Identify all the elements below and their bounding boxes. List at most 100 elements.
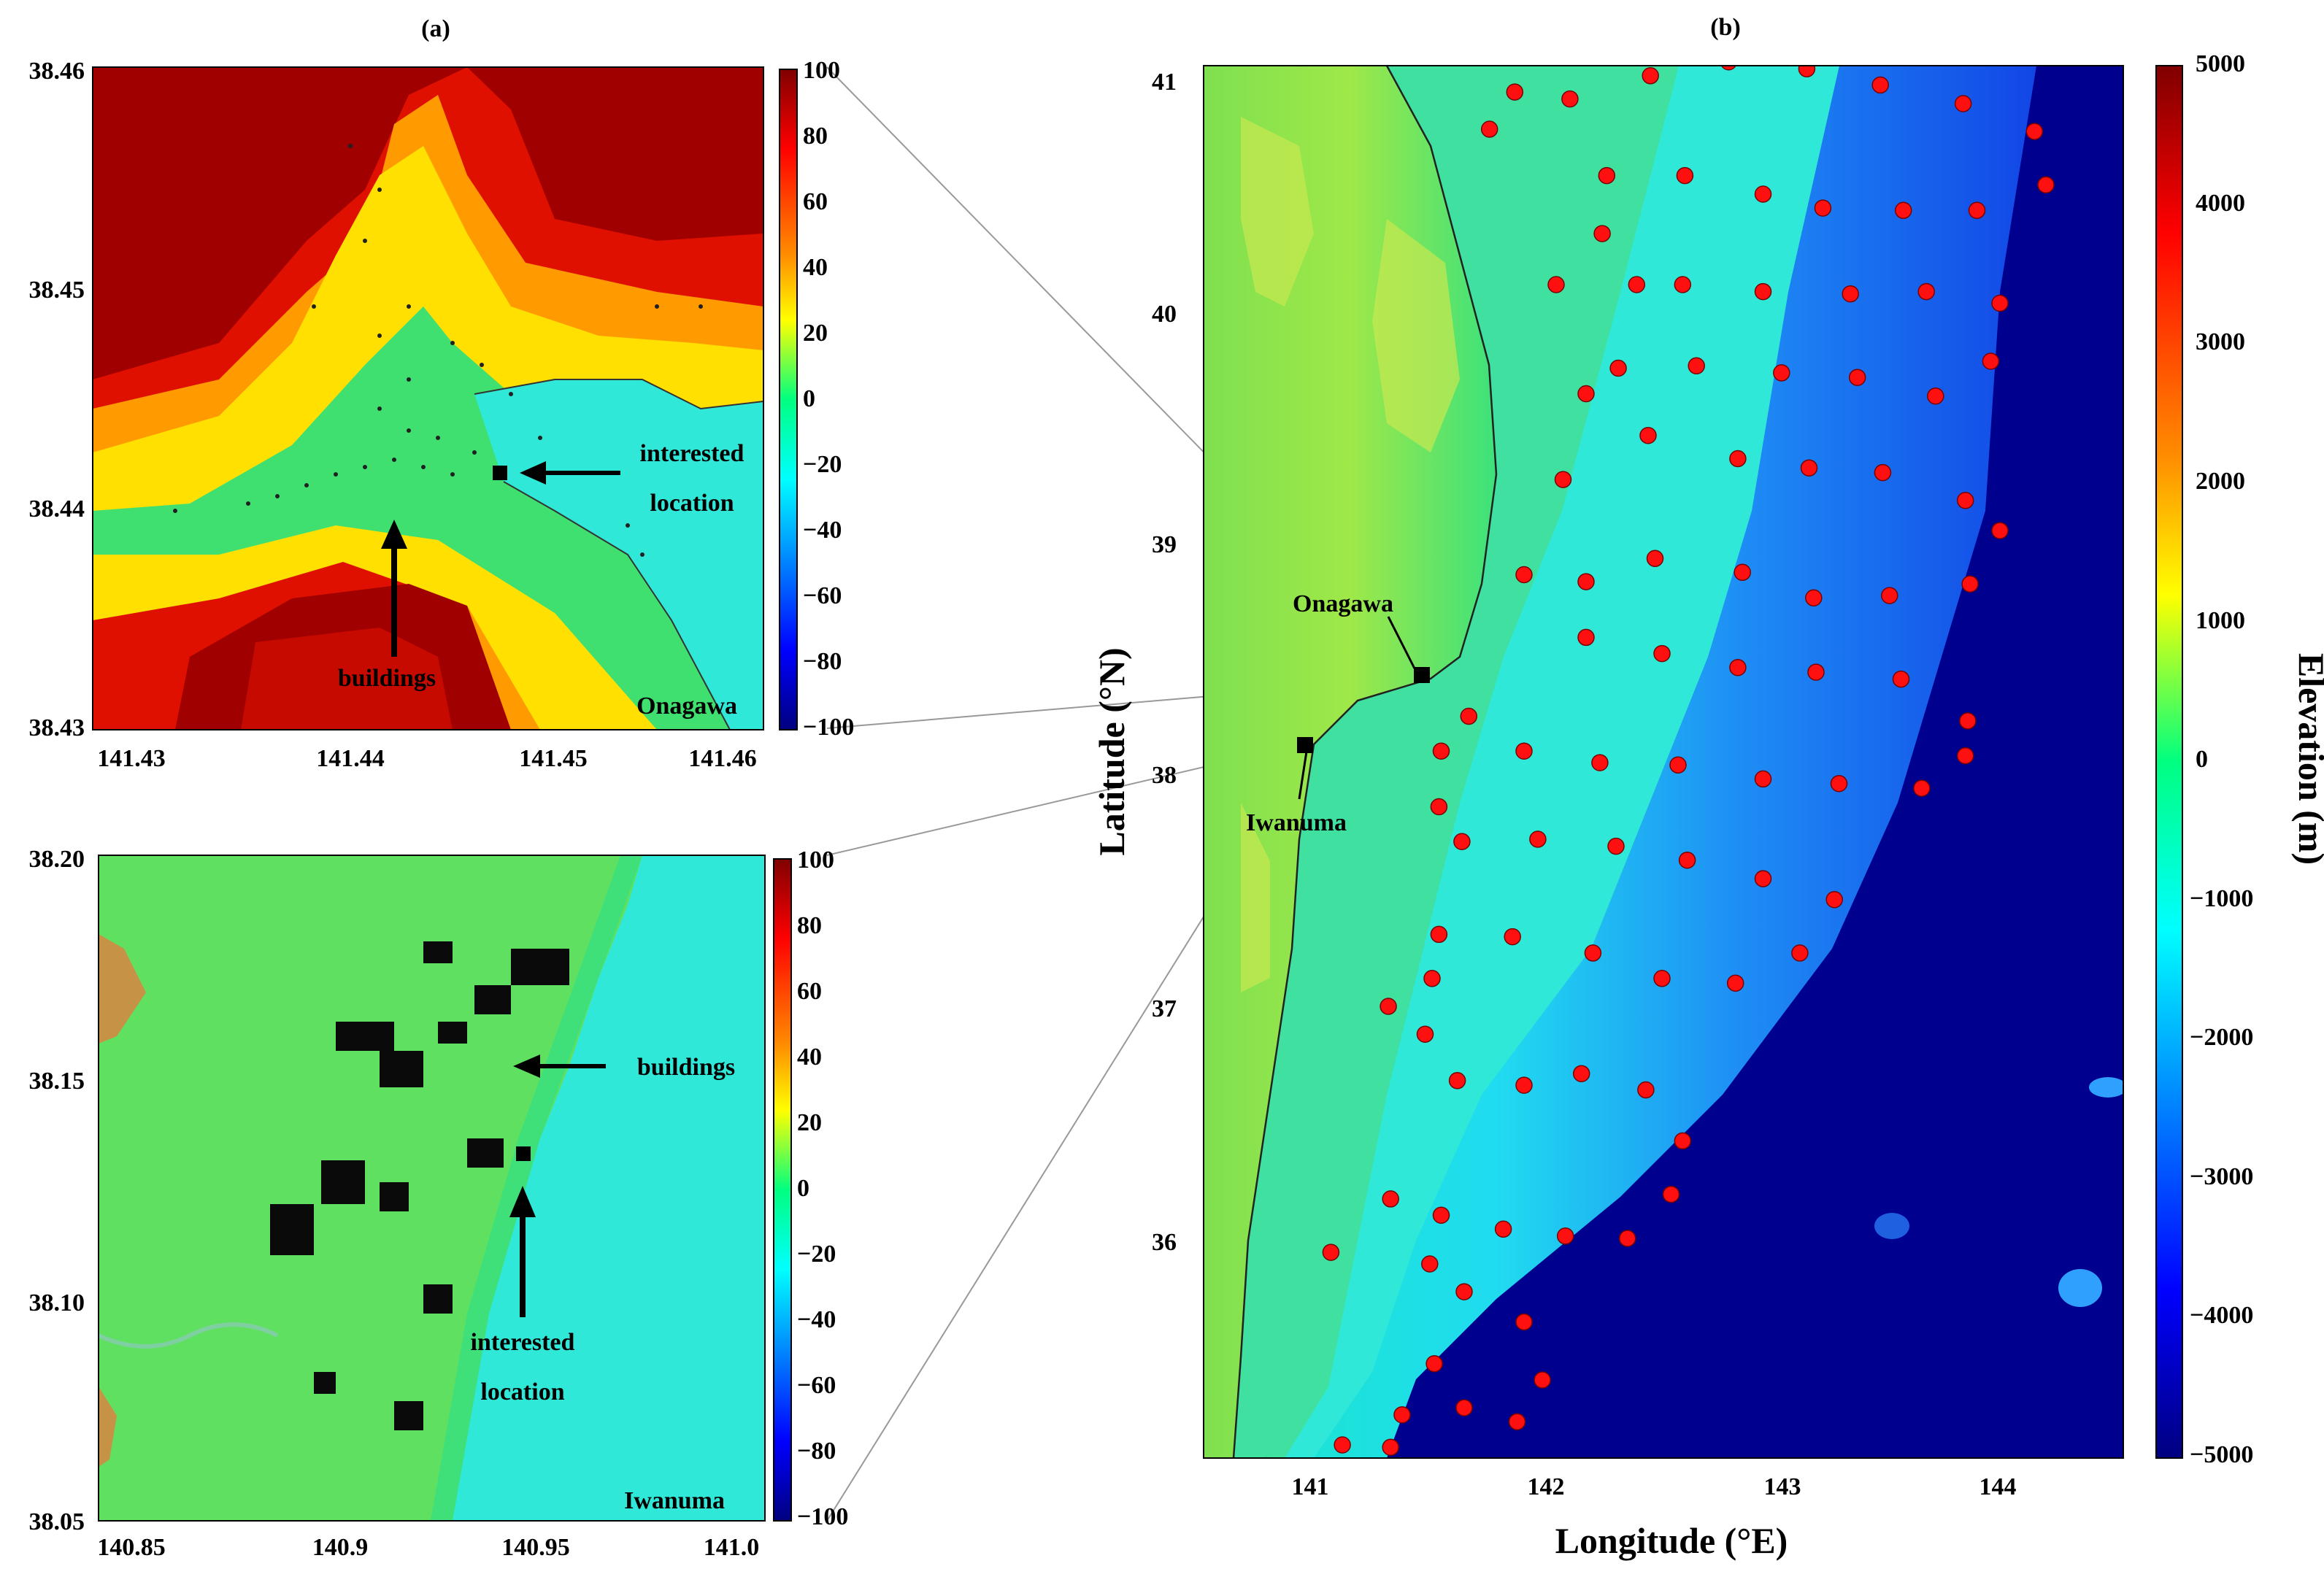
gauge-point <box>1674 276 1692 293</box>
gauge-point <box>1991 294 2009 312</box>
iwanuma-interested-location-marker <box>516 1146 531 1161</box>
onagawa-y-tick: 38.43 <box>29 714 85 741</box>
iwanuma-cbar-tick: −80 <box>797 1438 836 1465</box>
iwanuma-cbar-tick: 80 <box>797 912 822 939</box>
gauge-point <box>1662 1185 1680 1203</box>
lon-tick: 141 <box>1292 1473 1329 1500</box>
iwanuma-location-label-1: interested <box>471 1329 575 1356</box>
iwanuma-building-clusters <box>270 941 569 1430</box>
gauge-point <box>1504 928 1521 946</box>
gauge-point <box>1322 1244 1340 1261</box>
gauge-point <box>1954 95 1972 112</box>
gauge-point <box>1534 1371 1551 1389</box>
gauge-point <box>1881 587 1898 604</box>
onagawa-frame <box>92 66 764 730</box>
gauge-point <box>1334 1436 1351 1454</box>
gauge-point <box>1556 1227 1574 1245</box>
iwanuma-map <box>99 855 765 1521</box>
gauge-points <box>1263 66 2055 1458</box>
gauge-point <box>1982 352 2000 370</box>
onagawa-interested-location-marker <box>493 466 507 480</box>
gauge-point <box>1554 471 1572 488</box>
iwanuma-land <box>99 855 642 1521</box>
gauge-point <box>1393 1406 1411 1424</box>
iwanuma-cbar-tick: 60 <box>797 978 822 1005</box>
iwanuma-x-tick-labels: 140.85 140.9 140.95 141.0 <box>97 1534 759 1561</box>
lat-tick: 39 <box>1152 531 1177 558</box>
iwanuma-location-label-2: location <box>480 1379 564 1406</box>
elev-tick: 2000 <box>2196 468 2245 495</box>
iwanuma-x-tick: 140.95 <box>501 1534 570 1561</box>
lat-tick: 41 <box>1152 69 1177 96</box>
onagawa-buildings-label: buildings <box>338 665 436 692</box>
lon-tick: 142 <box>1528 1473 1565 1500</box>
gauge-point <box>1798 66 1816 78</box>
gauge-point <box>1807 663 1825 681</box>
gauge-point <box>1448 1072 1466 1090</box>
gauge-point <box>1678 851 1696 869</box>
gauge-point <box>1637 1081 1655 1099</box>
onagawa-cbar-tick: 80 <box>803 123 828 150</box>
onagawa-map-label: Onagawa <box>1293 590 1393 617</box>
iwanuma-cbar-tick: 20 <box>797 1109 822 1136</box>
gauge-point <box>1423 970 1441 987</box>
gauge-point <box>1734 563 1751 582</box>
iwanuma-y-tick: 38.10 <box>29 1289 85 1316</box>
onagawa-coastline <box>474 379 763 730</box>
iwanuma-y-tick: 38.20 <box>29 846 85 873</box>
gauge-point <box>1460 707 1478 725</box>
onagawa-cbar-tick: −80 <box>803 648 842 675</box>
gauge-point <box>1646 550 1664 568</box>
gauge-point <box>1830 774 1848 793</box>
iwanuma-cbar-tick: 100 <box>797 847 834 874</box>
elev-tick: −2000 <box>2190 1024 2253 1051</box>
onagawa-place-label: Onagawa <box>636 693 737 720</box>
gauge-point <box>1800 459 1818 477</box>
iwanuma-river <box>99 1322 279 1349</box>
iwanuma-x-tick: 140.85 <box>97 1534 166 1561</box>
onagawa-x-tick: 141.43 <box>97 745 166 772</box>
iwanuma-station: Iwanuma <box>1246 737 1347 836</box>
gauge-point <box>2037 176 2055 194</box>
iwanuma-buildings-label: buildings <box>637 1054 735 1081</box>
gauge-point <box>1561 90 1579 108</box>
onagawa-cbar-tick: −60 <box>803 582 842 609</box>
gauge-point <box>1729 450 1747 468</box>
iwanuma-x-tick: 141.0 <box>704 1534 760 1561</box>
gauge-point <box>1382 1190 1399 1208</box>
seamount <box>2058 1269 2102 1307</box>
elevation-colorbar-ticks: 5000 4000 3000 2000 1000 0 −1000 −2000 −… <box>2190 50 2253 1468</box>
lat-tick: 37 <box>1152 995 1177 1022</box>
onagawa-station: Onagawa <box>1293 590 1430 683</box>
gauge-point <box>1961 575 1979 593</box>
onagawa-location-label-1: interested <box>640 440 744 467</box>
seamount <box>2089 1077 2123 1098</box>
onagawa-cbar-tick: −40 <box>803 517 842 544</box>
coastline <box>1232 66 1498 1458</box>
gauge-point <box>1432 742 1450 760</box>
gauge-point <box>1956 747 1974 765</box>
gauge-point <box>1416 1025 1434 1043</box>
highlands <box>1241 117 1460 992</box>
onagawa-bay-water <box>474 379 763 730</box>
panel-b-label: (b) <box>1710 14 1741 41</box>
gauge-point <box>1515 742 1533 760</box>
gauge-point <box>1577 628 1595 647</box>
onagawa-y-tick-labels: 38.46 38.45 38.44 38.43 <box>29 58 85 741</box>
gauge-point <box>1515 1076 1533 1094</box>
gauge-point <box>1430 798 1448 816</box>
gauge-point <box>1480 120 1498 138</box>
gauge-point <box>2025 123 2044 140</box>
gauge-point <box>1453 833 1471 850</box>
iwanuma-colorbar-ticks: 100 80 60 40 20 0 −20 −40 −60 −80 −100 <box>797 847 848 1530</box>
gauge-point <box>1848 369 1866 386</box>
onagawa-cbar-tick: −100 <box>803 714 854 741</box>
gauge-point <box>1720 66 1736 71</box>
elev-tick: 5000 <box>2196 50 2245 77</box>
gauge-point <box>1805 589 1823 607</box>
gauge-point <box>1380 998 1397 1015</box>
onagawa-location-arrow <box>520 461 620 485</box>
lat-tick: 38 <box>1152 762 1177 789</box>
onagawa-cbar-tick: 60 <box>803 188 828 215</box>
